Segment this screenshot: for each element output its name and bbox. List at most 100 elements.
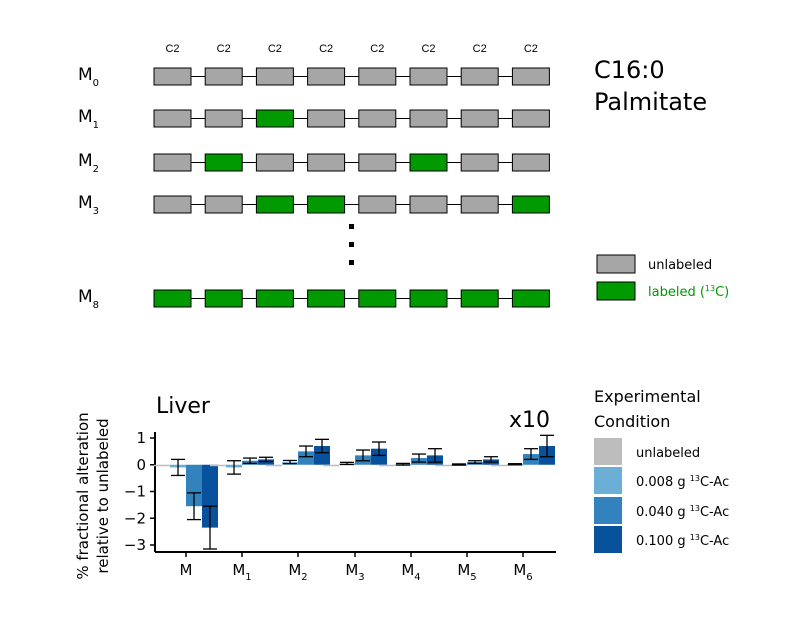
x-tick-label-text: M [232,561,245,579]
x-tick-label-subscript: 3 [358,572,364,583]
unlabeled-carbon-box [409,195,448,214]
legend-label: unlabeled [636,446,700,461]
row-label-m1: M1 [78,107,99,131]
unlabeled-carbon-box [460,195,499,214]
legend-labeled-label: labeled (13C) [648,284,729,300]
y-axis-label: % fractional alteration relative to unlab… [74,412,112,579]
chart-title: Liver [156,394,211,419]
legend-label-name: 0.040 g [636,505,686,520]
isotopologue-row-m8 [153,289,550,308]
legend-label-suffix: C-Ac [700,505,729,520]
row-label-subscript: 3 [93,206,99,217]
labeled-carbon-box [307,195,346,214]
legend-title-line1: Experimental [594,387,701,406]
row-label-text: M [78,107,93,127]
unlabeled-carbon-box [460,109,499,128]
bar [323,464,339,467]
bar [154,464,170,467]
row-label-m0: M0 [78,65,99,89]
labeled-carbon-box [204,289,243,308]
legend-swatch [594,438,622,465]
unlabeled-carbon-box [153,109,192,128]
bar [314,446,330,465]
unlabeled-carbon-box [358,153,397,172]
unlabeled-carbon-box [204,195,243,214]
unlabeled-carbon-box [153,195,192,214]
legend-labeled-prefix: labeled ( [648,285,705,300]
legend-label-name: 0.008 g [636,475,686,490]
labeled-carbon-box [307,289,346,308]
unlabeled-carbon-box [307,153,346,172]
legend-label-name: unlabeled [636,446,700,461]
labeled-carbon-box [409,153,448,172]
legend-swatch [594,526,622,553]
ellipsis-dot [349,260,354,265]
column-label-c2: C2 [268,43,282,55]
bar [371,448,387,465]
legend-unlabeled-label: unlabeled [648,258,712,273]
x-tick-label-text: M [288,561,301,579]
legend-unlabeled-swatch [596,254,636,274]
row-label-m2: M2 [78,151,99,175]
row-label-m8: M8 [78,287,99,311]
unlabeled-carbon-box [358,109,397,128]
y-axis-label-line1: % fractional alteration [74,412,92,579]
x-tick-label: M [180,561,193,579]
x-tick-label-subscript: 4 [414,572,420,583]
row-label-text: M [78,151,93,171]
legend-label-suffix: C-Ac [700,475,729,490]
y-tick-label: −2 [124,509,146,527]
column-label-c2: C2 [165,43,179,55]
y-tick-label: −1 [124,483,146,501]
ellipsis-dot [349,242,354,247]
isotopologue-row-m2 [153,153,550,172]
bar [491,464,507,467]
bar [210,464,226,467]
labeled-carbon-box [511,195,550,214]
row-label-m3: M3 [78,193,99,217]
labeled-carbon-box [511,289,550,308]
row-label-subscript: 0 [93,78,99,89]
x-tick-label: M3 [345,561,364,583]
y-tick-label: 0 [136,456,146,474]
legend-labeled-superscript: 13 [705,284,715,293]
legend-label-superscript: 13 [690,504,700,513]
isotopologue-diagram: C2 C2 C2 C2 C2 C2 C2 C2M0M1M2M3M8C16:0Palmitate… [78,43,729,311]
legend-label: 0.100 g 13C-Ac [636,533,729,549]
unlabeled-carbon-box [204,109,243,128]
molecule-title: C16:0 [594,56,665,84]
ellipsis-dot [349,224,354,229]
labeled-carbon-box [255,109,294,128]
isotopologue-row-m0 [153,67,550,86]
column-label-c2: C2 [524,43,538,55]
bar [435,464,451,467]
x-tick-label-subscript: 5 [470,572,476,583]
labeled-carbon-box [409,289,448,308]
bar [202,464,218,528]
legend-swatch [594,467,622,494]
x-tick-label-text: M [345,561,358,579]
column-label-c2: C2 [319,43,333,55]
unlabeled-carbon-box [307,109,346,128]
isotopologue-row-m1 [153,109,550,128]
row-label-subscript: 1 [93,120,99,131]
legend-label: 0.008 g 13C-Ac [636,474,729,490]
unlabeled-carbon-box [255,67,294,86]
isotopologue-row-m3 [153,195,550,214]
bar [266,464,282,467]
legend-label-superscript: 13 [690,474,700,483]
unlabeled-carbon-box [153,153,192,172]
labeled-carbon-box [460,289,499,308]
x-tick-label: M5 [457,561,476,583]
x-tick-label-text: M [513,561,526,579]
legend-label: 0.040 g 13C-Ac [636,504,729,520]
legend-swatch [594,497,622,524]
x-tick-label: M2 [288,561,307,583]
x-tick-label-text: M [457,561,470,579]
labeled-carbon-box [255,289,294,308]
bar [298,451,314,465]
row-label-subscript: 8 [93,300,99,311]
y-tick-label: −3 [124,536,146,554]
legend-labeled-swatch [596,281,636,301]
